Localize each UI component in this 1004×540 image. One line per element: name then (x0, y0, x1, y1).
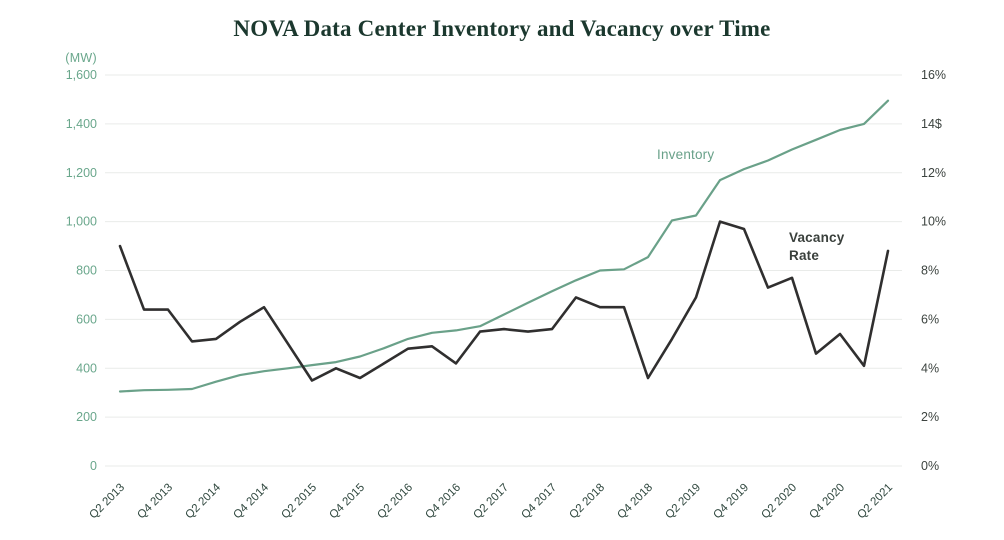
x-axis-tick-label: Q2 2017 (471, 482, 511, 522)
x-axis-tick-label: Q4 2016 (423, 482, 463, 522)
x-axis-tick-label: Q4 2014 (231, 481, 271, 521)
right-axis-tick-label: 2% (921, 410, 939, 424)
right-axis-tick-label: 6% (921, 312, 939, 326)
left-axis-tick-label: 1,400 (66, 117, 97, 131)
x-axis-tick-label: Q2 2013 (87, 482, 127, 522)
x-axis-tick-label: Q2 2018 (567, 482, 607, 522)
right-axis-tick-label: 4% (921, 361, 939, 375)
x-axis-tick-label: Q2 2015 (279, 482, 319, 522)
x-axis-tick-label: Q4 2019 (711, 482, 751, 522)
x-axis-tick-label: Q2 2016 (375, 482, 415, 522)
x-axis-tick-label: Q4 2017 (519, 482, 559, 522)
right-axis-tick-label: 10% (921, 215, 946, 229)
x-axis-tick-label: Q2 2021 (855, 482, 895, 522)
vacancy-rate-label-line2: Rate (789, 248, 820, 263)
right-axis-tick-label: 16% (921, 68, 946, 82)
chart-title: NOVA Data Center Inventory and Vacancy o… (233, 16, 771, 41)
left-axis-tick-label: 800 (76, 264, 97, 278)
left-axis-tick-label: 1,600 (66, 68, 97, 82)
left-axis-unit-label: (MW) (65, 51, 97, 65)
vacancy-rate-series-label: Vacancy Rate (789, 229, 844, 265)
left-axis-tick-label: 1,200 (66, 166, 97, 180)
left-axis-ticks: 1,600 1,400 1,200 1,000 800 600 400 200 0 (66, 68, 97, 473)
gridlines (105, 74, 902, 467)
left-axis-tick-label: 600 (76, 312, 97, 326)
right-axis-ticks: 16% 14$ 12% 10% 8% 6% 4% 2% 0% (921, 68, 946, 473)
inventory-series-label: Inventory (657, 147, 715, 162)
vacancy-rate-line (118, 220, 890, 382)
right-axis-tick-label: 0% (921, 459, 939, 473)
x-axis-tick-label: Q4 2013 (135, 482, 175, 522)
vacancy-rate-label-line1: Vacancy (789, 230, 845, 245)
right-axis-tick-label: 14$ (921, 117, 942, 131)
x-axis-tick-label: Q4 2020 (807, 482, 847, 522)
x-axis-tick-label: Q4 2018 (615, 482, 655, 522)
x-axis-tick-label: Q2 2014 (183, 481, 223, 521)
x-axis-tick-label: Q2 2020 (759, 482, 799, 522)
left-axis-tick-label: 200 (76, 410, 97, 424)
right-axis-tick-label: 8% (921, 264, 939, 278)
right-axis-tick-label: 12% (921, 166, 946, 180)
left-axis-tick-label: 400 (76, 361, 97, 375)
inventory-line (118, 99, 890, 393)
x-axis-tick-label: Q2 2019 (663, 482, 703, 522)
left-axis-tick-label: 0 (90, 459, 97, 473)
x-axis-tick-label: Q4 2015 (327, 482, 367, 522)
left-axis-tick-label: 1,000 (66, 215, 97, 229)
x-axis-tick-labels: Q2 2013 Q4 2013 Q2 2014 Q4 2014 Q2 2015 Q4 20… (87, 481, 895, 521)
